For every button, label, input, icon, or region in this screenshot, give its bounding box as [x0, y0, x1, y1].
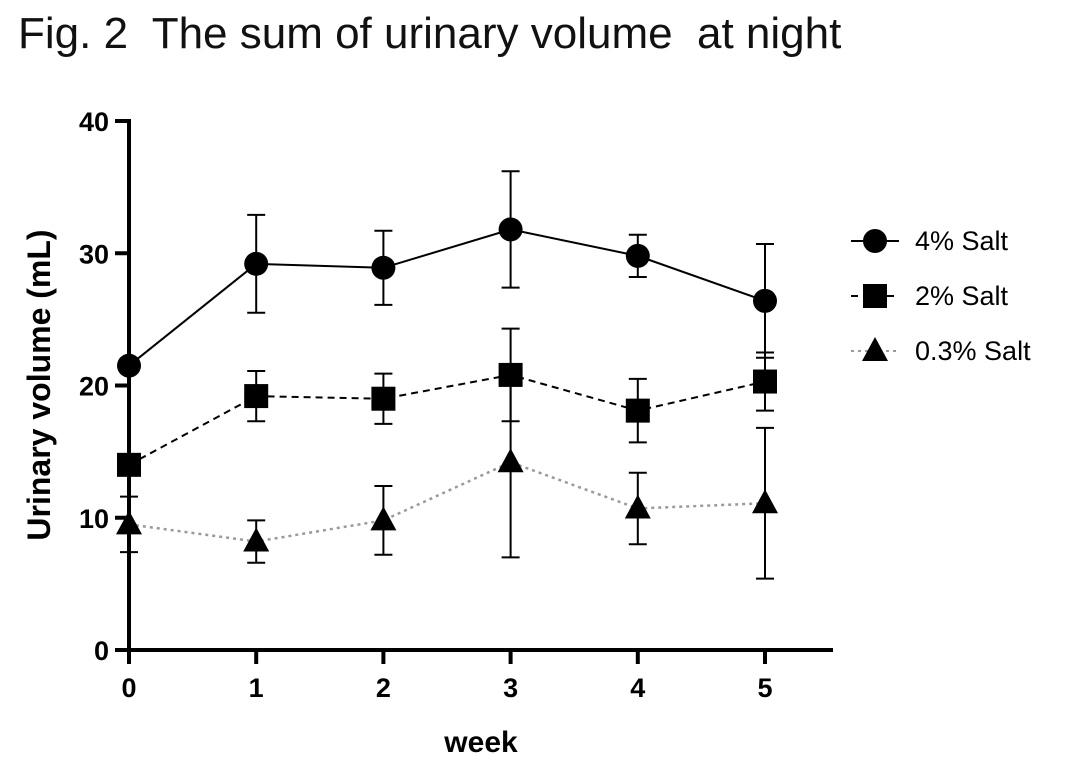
data-point	[752, 489, 778, 514]
data-point	[116, 510, 142, 535]
data-point	[244, 251, 269, 276]
data-point	[117, 353, 141, 378]
data-point	[625, 398, 650, 423]
data-point	[625, 243, 650, 268]
y-tick-label: 40	[79, 107, 109, 137]
legend-item: 2% Salt	[851, 281, 1009, 311]
data-point	[370, 506, 397, 531]
legend-label: 0.3% Salt	[915, 336, 1031, 366]
y-tick-label: 10	[79, 504, 109, 534]
x-tick-label: 5	[757, 673, 772, 703]
y-tick-label: 30	[79, 239, 109, 269]
axes	[127, 119, 833, 652]
data-point	[497, 448, 524, 473]
figure-title: Fig. 2 The sum of urinary volume at nigh…	[18, 9, 842, 58]
x-axis-title: week	[443, 726, 518, 759]
data-point	[371, 386, 396, 411]
y-tick-label: 0	[94, 636, 109, 666]
data-point	[498, 217, 523, 242]
series-line	[128, 460, 766, 543]
data-point	[624, 494, 651, 519]
data-point	[117, 452, 141, 477]
legend-marker	[863, 284, 887, 308]
y-axis-title: Urinary volume (mL)	[21, 229, 57, 540]
legend-marker	[863, 229, 887, 253]
legend-marker	[862, 337, 888, 361]
x-tick-label: 4	[630, 673, 645, 703]
series-circle	[117, 170, 777, 378]
legend-item: 4% Salt	[851, 226, 1009, 256]
legend-label: 2% Salt	[915, 281, 1009, 311]
x-tick-label: 1	[249, 673, 264, 703]
series-line	[128, 373, 766, 466]
x-tick-label: 0	[121, 673, 136, 703]
data-point	[753, 369, 777, 394]
x-tick-label: 2	[376, 673, 391, 703]
series-square	[117, 327, 777, 477]
legend-item: 0.3% Salt	[851, 336, 1031, 366]
data-point	[244, 384, 269, 409]
x-tick-label: 3	[503, 673, 518, 703]
data-point	[243, 527, 270, 552]
y-tick-label: 20	[79, 372, 109, 402]
data-point	[753, 288, 777, 313]
series-line	[128, 228, 766, 367]
series-triangle	[116, 365, 778, 580]
legend-label: 4% Salt	[915, 226, 1009, 256]
data-point	[371, 255, 396, 280]
legend: 4% Salt 2% Salt 0.3% Salt	[851, 226, 1031, 366]
